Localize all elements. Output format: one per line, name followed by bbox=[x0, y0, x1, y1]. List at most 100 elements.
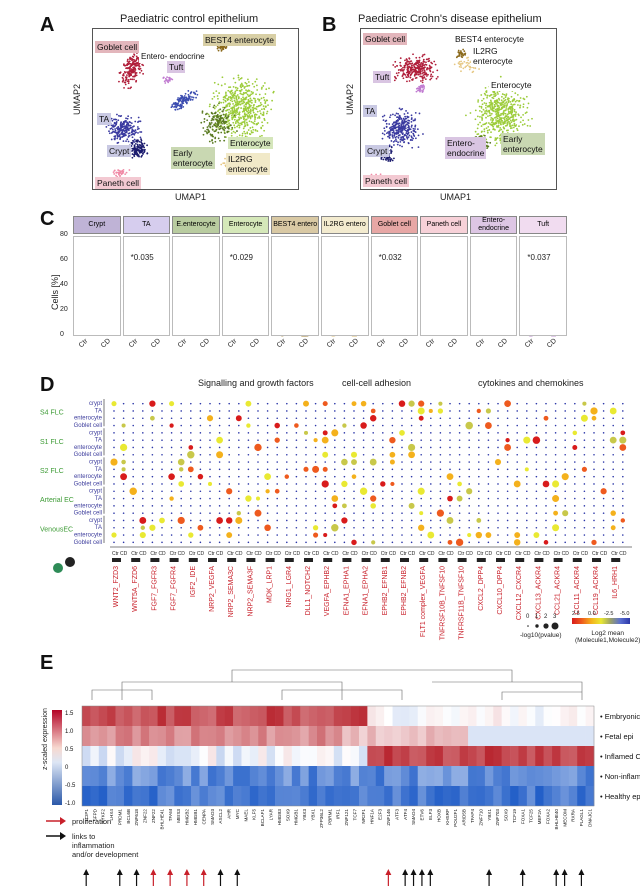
panel-d-dot bbox=[602, 417, 605, 420]
umap-point bbox=[267, 104, 269, 107]
panel-d-dot bbox=[399, 429, 405, 436]
panel-d-dot bbox=[331, 524, 339, 532]
up-arrow-head-icon bbox=[234, 869, 241, 875]
panel-d-dot bbox=[169, 401, 175, 407]
panel-d-dot bbox=[247, 461, 250, 463]
umap-point bbox=[195, 90, 198, 93]
panel-e-cell bbox=[451, 786, 461, 806]
panel-d-dot bbox=[276, 461, 278, 463]
umap-point bbox=[233, 105, 236, 107]
panel-d-dot bbox=[478, 461, 480, 463]
umap-point bbox=[218, 101, 221, 103]
panel-d-dot bbox=[142, 475, 144, 478]
panel-d-dot bbox=[468, 541, 471, 544]
panel-d-dot bbox=[439, 432, 442, 434]
panel-d-dot bbox=[612, 483, 614, 485]
panel-c-ytick: 60 bbox=[60, 256, 68, 263]
umap-point bbox=[221, 122, 223, 125]
panel-d-dot bbox=[324, 446, 327, 449]
panel-d-dot bbox=[401, 446, 403, 449]
panel-e-cell bbox=[459, 766, 469, 786]
panel-d-col-bar bbox=[534, 558, 544, 562]
panel-d-dot bbox=[593, 534, 595, 536]
cell-icon bbox=[53, 563, 63, 573]
umap-point bbox=[248, 107, 251, 109]
panel-d-dot bbox=[151, 534, 154, 536]
panel-d-dot bbox=[410, 497, 413, 500]
umap-point bbox=[483, 123, 486, 126]
umap-point bbox=[176, 102, 179, 105]
panel-d-col-tick: Ctr CD bbox=[477, 551, 493, 557]
umap-point bbox=[460, 55, 463, 58]
panel-d-dot bbox=[602, 453, 605, 456]
panel-d-dot bbox=[362, 439, 365, 441]
umap-point bbox=[263, 129, 266, 132]
umap-point bbox=[203, 120, 206, 123]
panel-d-dot bbox=[535, 417, 538, 420]
panel-d-dot bbox=[458, 417, 461, 420]
umap-point bbox=[258, 115, 261, 118]
panel-e-cell bbox=[98, 766, 108, 786]
umap-point bbox=[212, 92, 215, 95]
umap-point bbox=[483, 102, 486, 104]
panel-d-dot bbox=[286, 432, 288, 434]
panel-d-dot bbox=[420, 439, 423, 441]
umap-point bbox=[428, 67, 430, 70]
umap-point bbox=[405, 120, 408, 123]
panel-d-dot bbox=[574, 519, 576, 522]
panel-e-gene-label: ATF4 bbox=[403, 809, 408, 820]
umap-point bbox=[408, 80, 411, 82]
umap-point bbox=[232, 130, 235, 133]
panel-d-dot bbox=[228, 461, 230, 463]
umap-point bbox=[204, 130, 207, 132]
umap-point bbox=[245, 103, 248, 106]
panel-c-facet-header: Crypt bbox=[73, 216, 121, 234]
panel-e-cell bbox=[132, 786, 142, 806]
panel-e-cell bbox=[149, 746, 158, 766]
panel-c-facet-body bbox=[370, 236, 419, 336]
panel-d-dot bbox=[353, 497, 355, 500]
umap-point bbox=[490, 131, 492, 134]
umap-point bbox=[425, 61, 427, 64]
panel-d-dot bbox=[286, 505, 288, 507]
panel-d-dot bbox=[372, 475, 375, 478]
panel-d-dot bbox=[362, 512, 365, 514]
umap-point bbox=[178, 98, 181, 101]
panel-d-dot bbox=[151, 505, 154, 507]
panel-e-cell bbox=[552, 766, 561, 786]
umap-point bbox=[425, 75, 428, 77]
panel-d-dot bbox=[218, 402, 221, 405]
panel-e-cell bbox=[283, 706, 293, 726]
panel-d-dot bbox=[218, 541, 221, 544]
panel-d-dot bbox=[284, 474, 290, 479]
umap-point bbox=[522, 97, 525, 100]
umap-point bbox=[499, 139, 502, 142]
umap-point bbox=[418, 73, 421, 76]
umap-point bbox=[208, 140, 211, 143]
panel-e-cell bbox=[552, 786, 561, 806]
umap-point bbox=[494, 95, 497, 97]
panel-d-dot bbox=[331, 429, 339, 437]
panel-d-dot bbox=[343, 432, 346, 434]
panel-d-dot bbox=[439, 468, 442, 471]
panel-e-cell bbox=[191, 766, 200, 786]
panel-d-dot bbox=[218, 461, 221, 463]
umap-point bbox=[396, 143, 399, 146]
umap-point bbox=[516, 93, 519, 96]
panel-e-cell bbox=[585, 706, 595, 726]
panel-d-dot bbox=[487, 446, 490, 449]
panel-c-ytick: 20 bbox=[60, 306, 68, 313]
panel-d-dot bbox=[209, 402, 211, 405]
panel-d-dot bbox=[583, 541, 586, 544]
umap-point bbox=[511, 111, 514, 114]
umap-point bbox=[417, 89, 419, 92]
umap-point bbox=[258, 117, 261, 119]
umap-point bbox=[430, 73, 433, 76]
panel-e-cell bbox=[241, 766, 251, 786]
panel-d-dot bbox=[410, 417, 413, 420]
umap-point bbox=[414, 68, 417, 71]
panel-d-dot bbox=[401, 526, 403, 529]
panel-d-dot bbox=[266, 534, 269, 536]
panel-d-dot bbox=[554, 424, 557, 427]
umap-point bbox=[122, 170, 125, 173]
